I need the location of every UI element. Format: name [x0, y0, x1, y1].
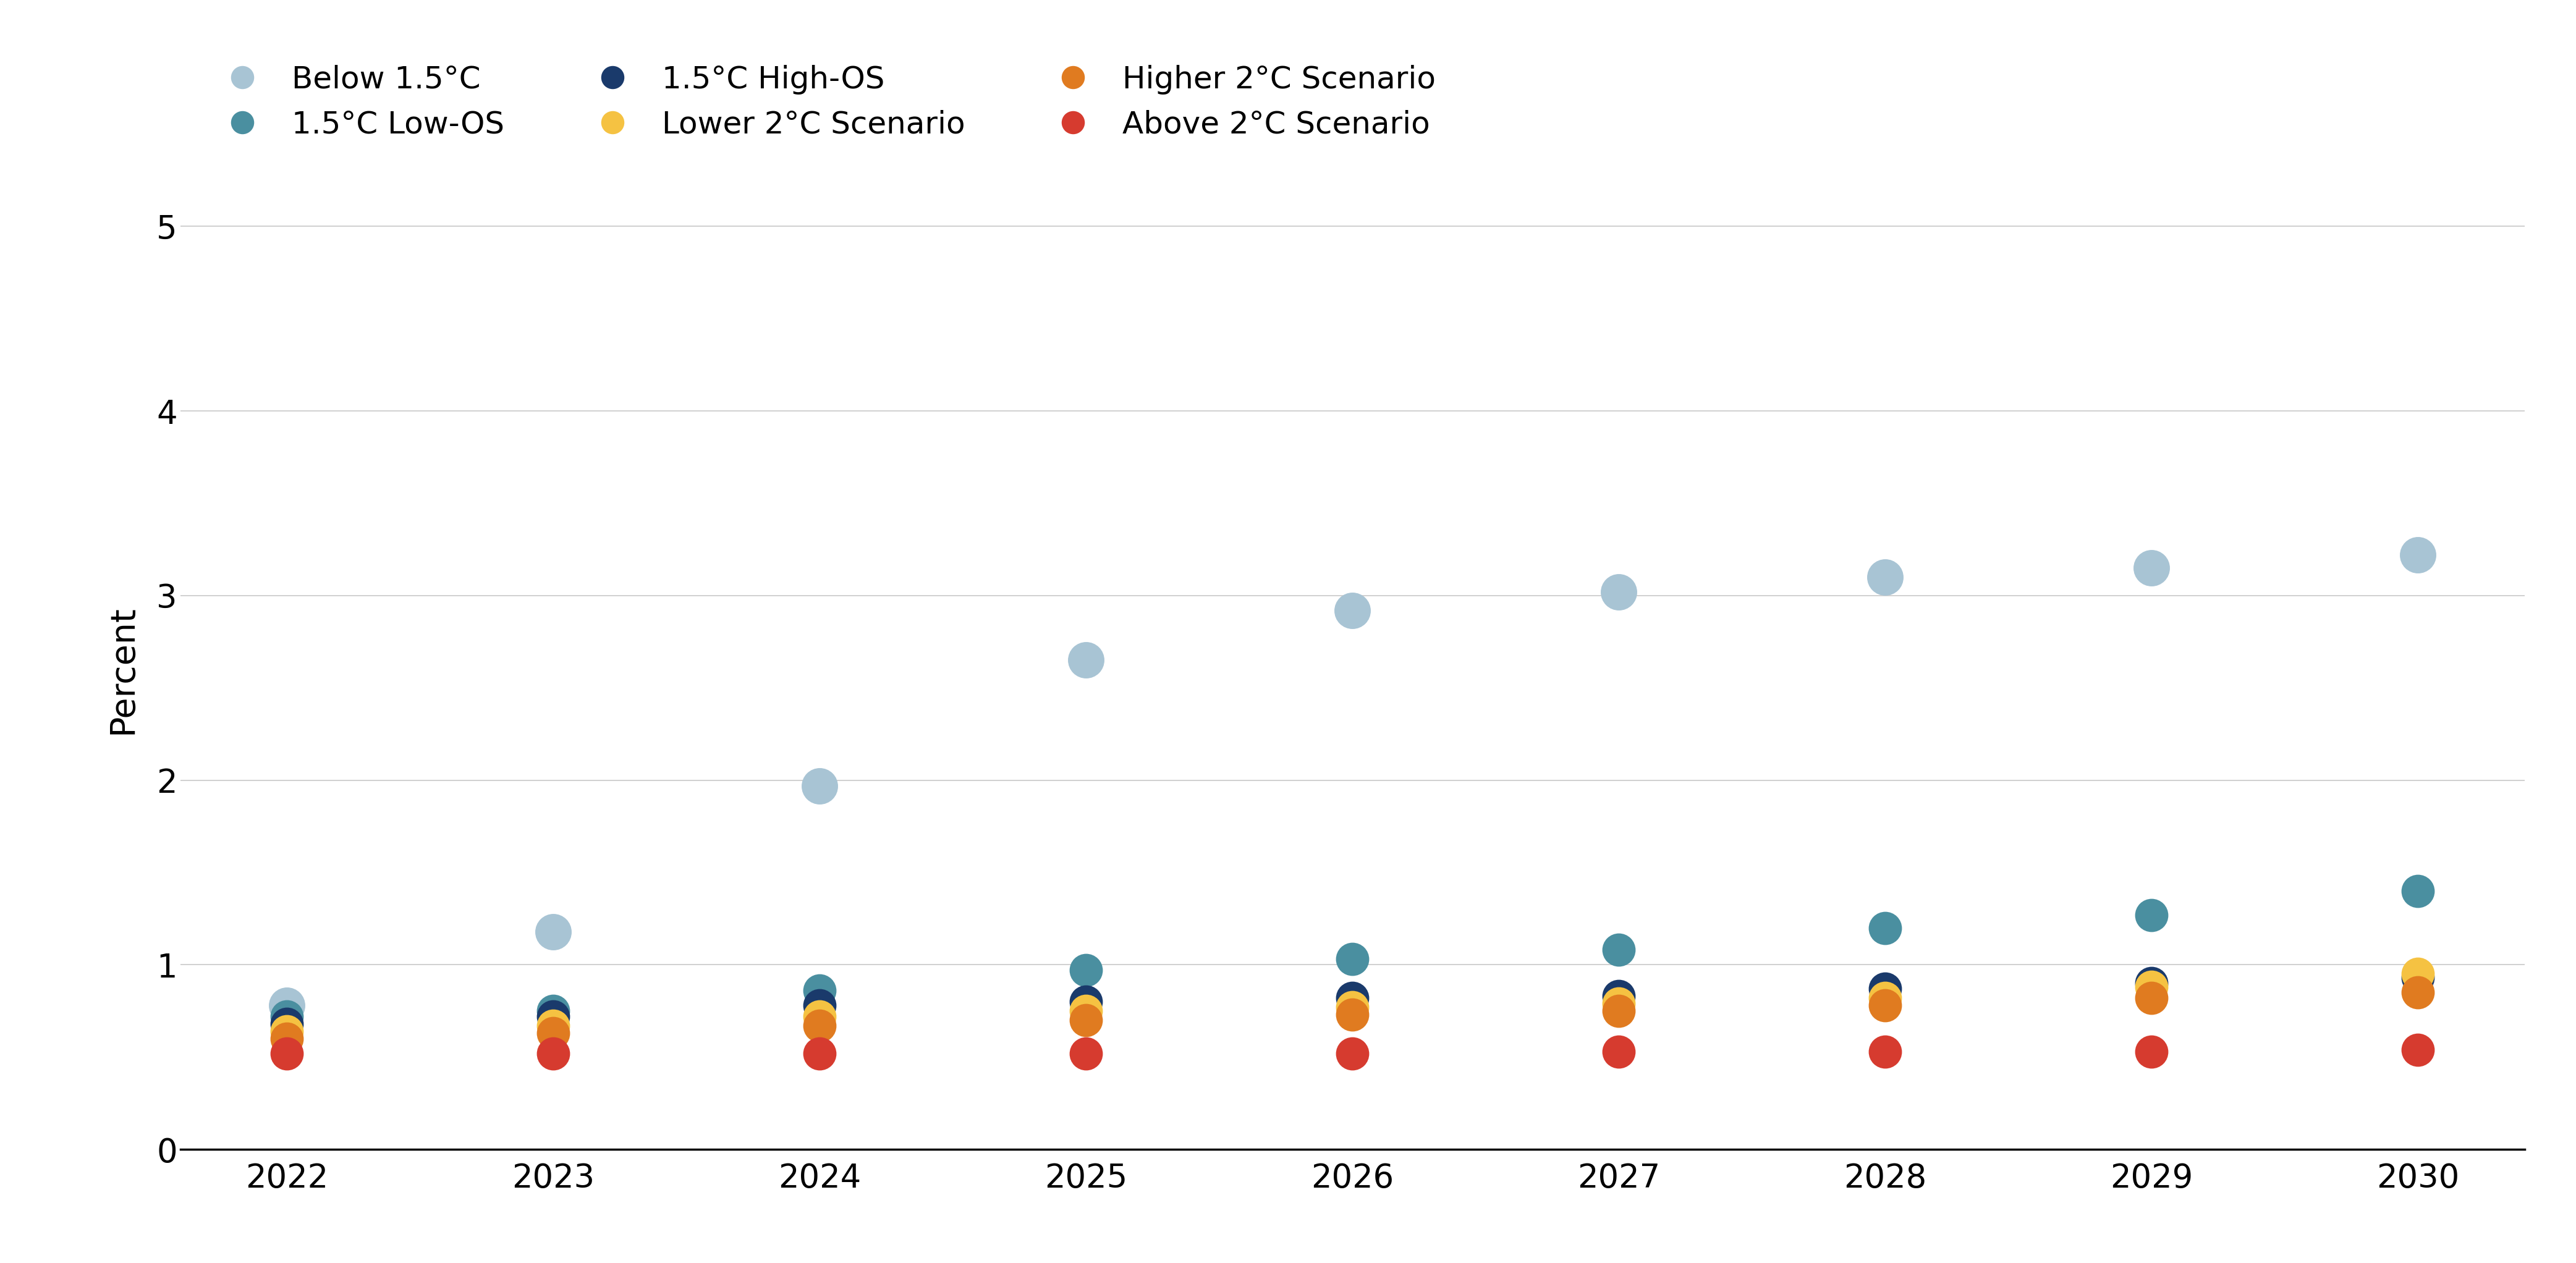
Point: [1332, 997, 1373, 1017]
Point: [1865, 979, 1906, 999]
Point: [2130, 904, 2172, 925]
Point: [265, 1007, 307, 1027]
Point: [1332, 600, 1373, 620]
Point: [533, 922, 574, 942]
Point: [533, 1043, 574, 1063]
Point: [2130, 976, 2172, 997]
Point: [2130, 988, 2172, 1008]
Point: [2398, 1039, 2439, 1060]
Point: [1597, 582, 1638, 602]
Point: [2398, 544, 2439, 565]
Point: [1865, 567, 1906, 587]
Point: [799, 1043, 840, 1063]
Point: [1066, 1010, 1108, 1031]
Point: [799, 995, 840, 1015]
Point: [1597, 1042, 1638, 1062]
Point: [2398, 983, 2439, 1003]
Point: [2130, 973, 2172, 993]
Point: [533, 1023, 574, 1043]
Point: [799, 980, 840, 1000]
Point: [1066, 991, 1108, 1012]
Point: [265, 1021, 307, 1041]
Point: [265, 995, 307, 1015]
Point: [1332, 1004, 1373, 1024]
Point: [1332, 988, 1373, 1008]
Legend: Below 1.5°C, 1.5°C Low-OS, 1.5°C High-OS, Lower 2°C Scenario, Higher 2°C Scenari: Below 1.5°C, 1.5°C Low-OS, 1.5°C High-OS…: [196, 49, 1450, 155]
Point: [1332, 949, 1373, 969]
Point: [1597, 986, 1638, 1007]
Point: [1332, 1043, 1373, 1063]
Point: [533, 1007, 574, 1027]
Point: [1597, 940, 1638, 960]
Point: [1597, 1000, 1638, 1021]
Point: [265, 1043, 307, 1063]
Point: [2398, 880, 2439, 901]
Point: [1865, 918, 1906, 938]
Point: [1066, 960, 1108, 980]
Point: [265, 1014, 307, 1034]
Point: [1597, 994, 1638, 1014]
Point: [799, 1015, 840, 1036]
Point: [2398, 964, 2439, 984]
Point: [533, 1000, 574, 1021]
Y-axis label: Percent: Percent: [106, 605, 139, 734]
Point: [1865, 995, 1906, 1015]
Point: [2398, 967, 2439, 988]
Point: [1066, 1000, 1108, 1021]
Point: [533, 1015, 574, 1036]
Point: [1066, 1043, 1108, 1063]
Point: [2130, 1042, 2172, 1062]
Point: [799, 1007, 840, 1027]
Point: [1865, 988, 1906, 1008]
Point: [1066, 650, 1108, 671]
Point: [2130, 558, 2172, 578]
Point: [1865, 1042, 1906, 1062]
Point: [799, 775, 840, 796]
Point: [265, 1028, 307, 1048]
